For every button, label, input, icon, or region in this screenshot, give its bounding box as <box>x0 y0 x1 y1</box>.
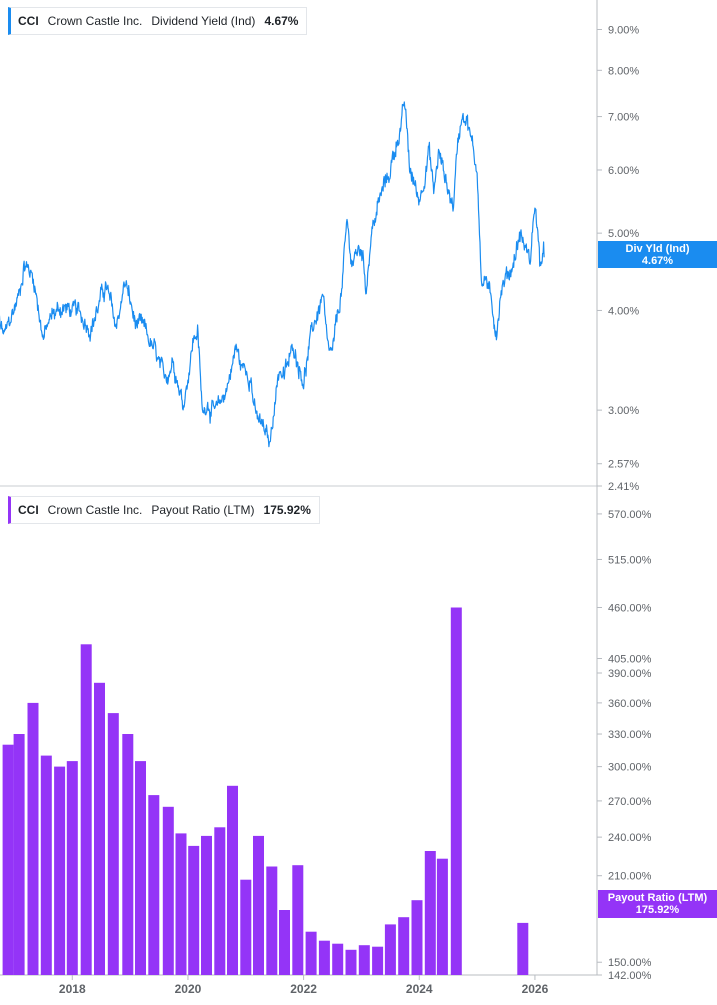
payout-bar <box>384 924 396 975</box>
payout-bar <box>279 910 290 975</box>
yield-legend: CCI Crown Castle Inc. Dividend Yield (In… <box>8 7 308 35</box>
y-tick-label: 7.00% <box>608 112 639 124</box>
payout-bar <box>332 943 344 975</box>
y-tick-label: 390.00% <box>608 668 652 680</box>
legend-ticker: CCI <box>18 503 39 517</box>
payout-bar <box>358 945 370 975</box>
payout-bar <box>54 766 66 975</box>
legend-ticker: CCI <box>18 14 39 28</box>
payout-y-axis: 570.00% 515.00% 460.00% 405.00% 390.00% 360.0… <box>597 509 652 982</box>
payout-bar <box>450 607 462 975</box>
payout-bar <box>266 866 278 975</box>
payout-bar <box>411 900 423 975</box>
payout-bar <box>201 835 212 975</box>
y-tick-label: 9.00% <box>608 25 639 37</box>
payout-bar <box>424 851 436 975</box>
payout-bar <box>107 713 119 975</box>
payout-bar <box>135 761 146 975</box>
payout-bar <box>517 922 529 975</box>
y-tick-label: 460.00% <box>608 602 652 614</box>
legend-value: 175.92% <box>263 503 311 517</box>
payout-bar <box>305 931 317 975</box>
y-tick-label: 360.00% <box>608 698 652 710</box>
y-tick-label: 4.00% <box>608 305 639 317</box>
y-tick-label: 142.00% <box>608 970 652 982</box>
y-tick-label: 240.00% <box>608 832 652 844</box>
yield-y-axis: 9.00% 8.00% 7.00% 6.00% 5.00% 4.00% 3.00% 2.57%… <box>597 25 639 493</box>
x-tick-label: 2024 <box>406 982 433 996</box>
tag-label: Payout Ratio (LTM) <box>607 892 708 904</box>
y-tick-label: 150.00% <box>608 957 652 969</box>
payout-bar <box>94 682 105 975</box>
y-tick-label: 8.00% <box>608 65 639 77</box>
y-tick-label: 210.00% <box>608 871 652 883</box>
payout-bar <box>175 833 187 975</box>
legend-value: 4.67% <box>264 14 299 28</box>
payout-bar <box>2 744 14 975</box>
y-tick-label: 3.00% <box>608 405 639 417</box>
payout-bar <box>318 940 330 975</box>
payout-bars <box>2 607 529 975</box>
x-tick-label: 2020 <box>175 982 202 996</box>
tag-value: 4.67% <box>641 255 674 267</box>
legend-company: Crown Castle Inc. <box>47 503 143 517</box>
y-tick-label: 2.57% <box>608 459 639 471</box>
y-tick-label: 405.00% <box>608 654 652 666</box>
y-tick-label: 270.00% <box>608 796 652 808</box>
payout-bar <box>40 755 52 975</box>
payout-bar <box>292 865 304 975</box>
payout-bar <box>122 734 134 975</box>
payout-bar <box>148 795 160 975</box>
y-tick-label: 5.00% <box>608 228 639 240</box>
payout-bar <box>214 827 226 975</box>
payout-bar <box>398 917 410 975</box>
payout-bar <box>27 702 39 975</box>
y-tick-label: 300.00% <box>608 762 652 774</box>
payout-bar <box>227 785 238 975</box>
payout-legend: CCI Crown Castle Inc. Payout Ratio (LTM)… <box>8 496 320 524</box>
legend-metric: Dividend Yield (Ind) <box>151 14 256 28</box>
payout-bar <box>436 858 448 975</box>
payout-bar <box>13 734 25 975</box>
legend-metric: Payout Ratio (LTM) <box>151 503 255 517</box>
legend-company: Crown Castle Inc. <box>47 14 143 28</box>
dividend-yield-line <box>0 101 545 448</box>
y-tick-label: 570.00% <box>608 509 652 521</box>
x-tick-label: 2018 <box>59 982 86 996</box>
payout-bar <box>240 879 252 975</box>
yield-value-tag: Div Yld (Ind) 4.67% <box>598 241 717 268</box>
payout-bar <box>188 845 200 975</box>
payout-bar <box>253 835 264 975</box>
tag-value: 175.92% <box>635 904 680 916</box>
payout-bar <box>372 946 384 975</box>
y-tick-label: 2.41% <box>608 481 639 493</box>
y-tick-label: 515.00% <box>608 554 652 566</box>
payout-value-tag: Payout Ratio (LTM) 175.92% <box>598 890 717 918</box>
y-tick-label: 330.00% <box>608 729 652 741</box>
payout-bar <box>345 949 357 975</box>
x-axis: 2018 2020 2022 2024 2026 <box>59 975 549 996</box>
tag-label: Div Yld (Ind) <box>625 243 690 255</box>
payout-bar <box>66 761 78 975</box>
payout-bar <box>80 644 92 975</box>
x-tick-label: 2026 <box>522 982 549 996</box>
y-tick-label: 6.00% <box>608 165 639 177</box>
payout-bar <box>162 806 174 975</box>
x-tick-label: 2022 <box>290 982 317 996</box>
